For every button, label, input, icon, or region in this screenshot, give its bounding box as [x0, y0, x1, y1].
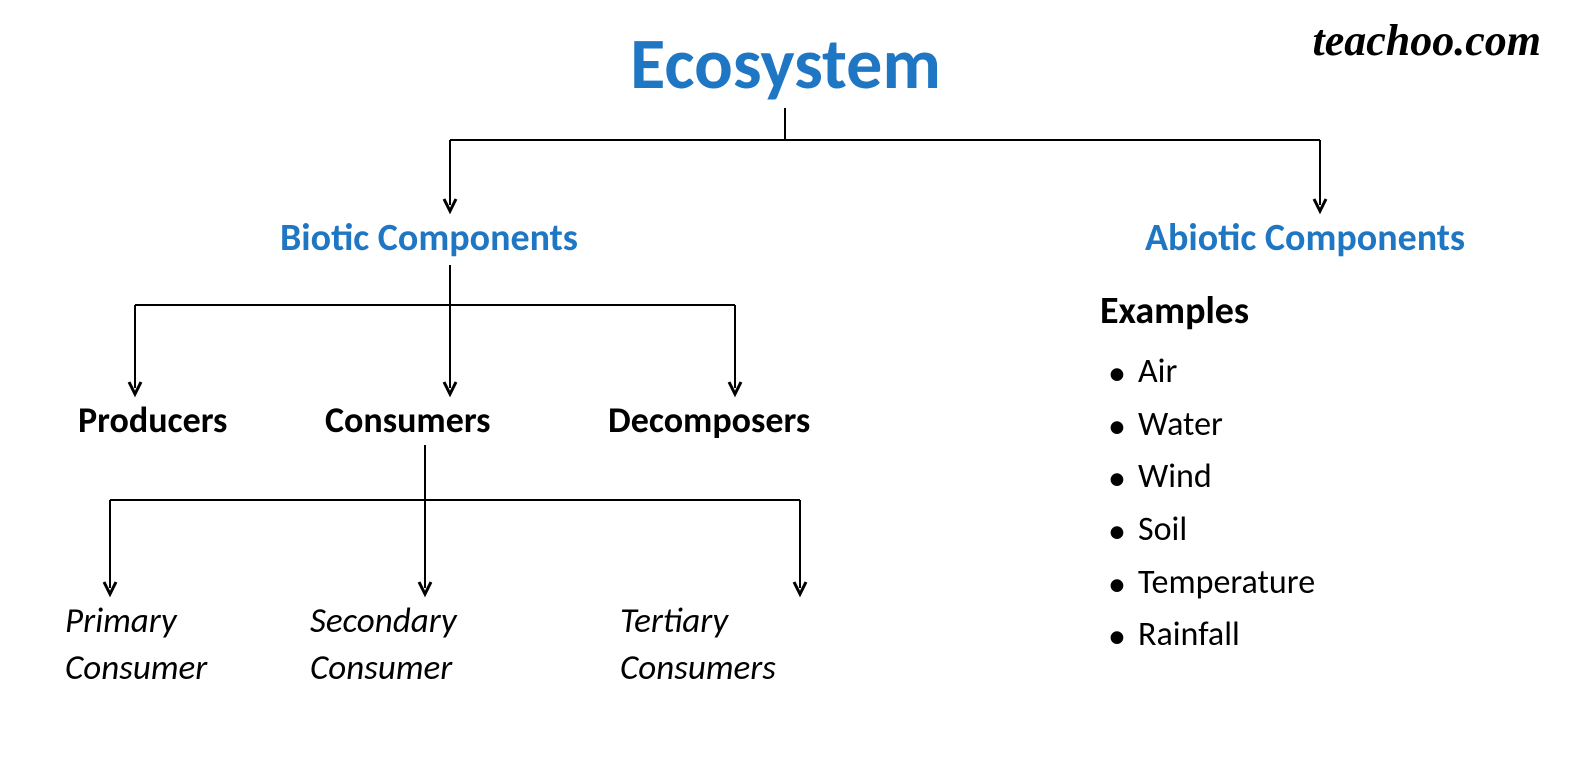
node-biotic-components: Biotic Components: [280, 215, 578, 261]
connector-lines: [0, 0, 1571, 771]
abiotic-examples-section: Examples Air Water Wind Soil Temperature…: [1100, 288, 1315, 662]
primary-line1: Primary: [65, 600, 177, 642]
examples-list: Air Water Wind Soil Temperature Rainfall: [1100, 346, 1315, 662]
tertiary-line1: Tertiary: [620, 600, 728, 642]
node-secondary-consumer: Secondary Consumer: [310, 598, 457, 693]
primary-line2: Consumer: [65, 647, 207, 689]
node-producers: Producers: [78, 398, 227, 442]
secondary-line1: Secondary: [310, 600, 457, 642]
example-item: Water: [1100, 399, 1315, 452]
node-consumers: Consumers: [325, 398, 491, 442]
examples-heading: Examples: [1100, 288, 1315, 334]
node-primary-consumer: Primary Consumer: [65, 598, 207, 693]
watermark-text: teachoo.com: [1312, 15, 1541, 66]
example-item: Temperature: [1100, 557, 1315, 610]
example-item: Air: [1100, 346, 1315, 399]
example-item: Soil: [1100, 504, 1315, 557]
node-abiotic-components: Abiotic Components: [1145, 215, 1465, 261]
tertiary-line2: Consumers: [620, 647, 776, 689]
node-tertiary-consumers: Tertiary Consumers: [620, 598, 776, 693]
example-item: Rainfall: [1100, 609, 1315, 662]
secondary-line2: Consumer: [310, 647, 452, 689]
node-decomposers: Decomposers: [608, 398, 810, 442]
example-item: Wind: [1100, 451, 1315, 504]
diagram-title: Ecosystem: [630, 20, 941, 108]
